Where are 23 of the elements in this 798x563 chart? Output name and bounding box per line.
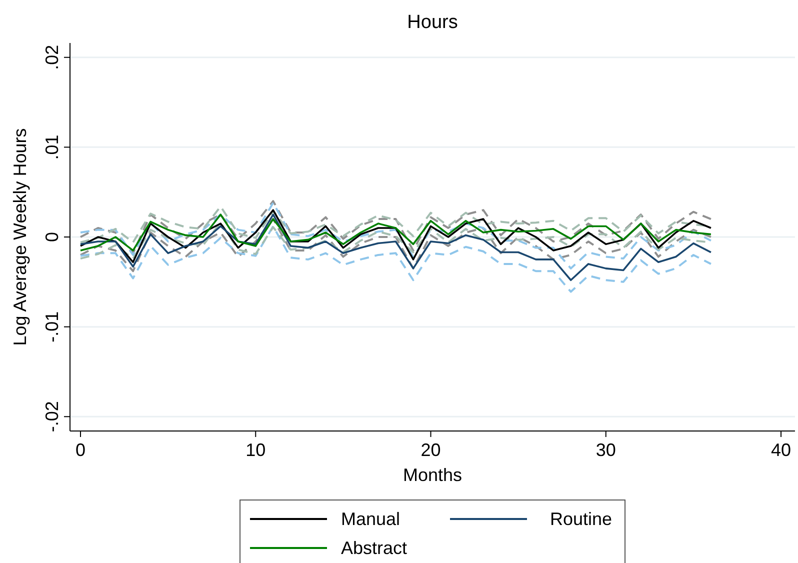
- y-tick-label: -.01: [42, 311, 62, 342]
- line-series: [80, 225, 712, 293]
- line-series: [80, 200, 712, 254]
- legend-label: Routine: [550, 509, 612, 529]
- legend-label: Manual: [341, 509, 400, 529]
- x-tick-label: 30: [596, 440, 616, 460]
- y-tick-label: .02: [42, 44, 62, 70]
- chart-title: Hours: [407, 12, 458, 33]
- line-series: [80, 214, 712, 252]
- y-tick-label: .01: [42, 134, 62, 160]
- x-tick-label: 10: [246, 440, 266, 460]
- x-tick-label: 40: [770, 440, 792, 460]
- y-axis-title: Log Average Weekly Hours: [10, 128, 30, 346]
- x-tick-label: 0: [76, 440, 86, 460]
- line-series: [80, 218, 712, 272]
- line-series: [80, 209, 712, 264]
- x-axis-title: Months: [402, 465, 462, 485]
- legend-label: Abstract: [341, 538, 408, 558]
- y-tick-label: -.02: [42, 401, 62, 432]
- line-series: [80, 214, 712, 282]
- x-tick-label: 20: [420, 440, 441, 460]
- y-tick-label: 0: [42, 232, 62, 242]
- line-series: [80, 202, 712, 270]
